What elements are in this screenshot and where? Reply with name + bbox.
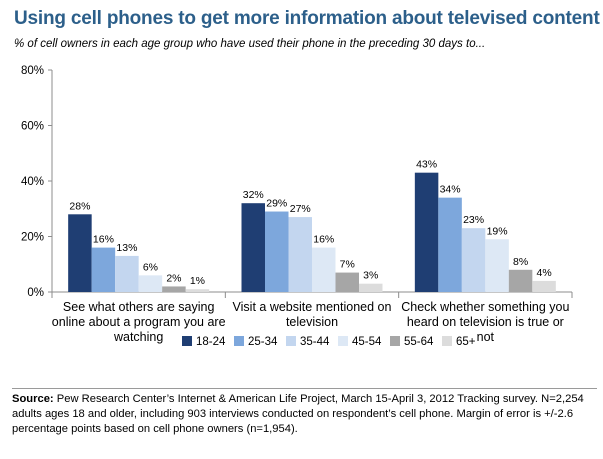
bar-35-44 <box>461 228 486 292</box>
bar-data-label: 32% <box>243 189 264 201</box>
bar-18-24 <box>414 172 439 292</box>
bar-data-label: 2% <box>166 272 181 284</box>
bar-data-label: 29% <box>266 198 287 210</box>
bar-data-label: 3% <box>363 270 378 282</box>
x-category-label: heard on television is true or <box>407 315 564 329</box>
bar-18-24 <box>241 203 265 292</box>
bar-65+ <box>185 289 210 292</box>
bar-25-34 <box>91 247 116 292</box>
bar-data-label: 7% <box>340 259 355 271</box>
bar-45-54 <box>138 275 163 292</box>
y-tick-label: 0% <box>27 287 44 299</box>
bar-data-label: 27% <box>290 203 311 215</box>
legend-label: 65+ <box>456 336 476 348</box>
legend-swatch-25-34 <box>234 336 244 346</box>
legend-swatch-65+ <box>442 336 452 346</box>
legend-swatch-55-64 <box>390 336 400 346</box>
x-category-label: Visit a website mentioned on <box>233 300 392 314</box>
bar-35-44 <box>115 255 139 292</box>
x-category-label: See what others are saying <box>63 300 215 314</box>
bar-data-label: 34% <box>440 184 461 196</box>
legend-label: 45-54 <box>352 336 382 348</box>
chart-subtitle: % of cell owners in each age group who h… <box>14 38 486 50</box>
y-tick-label: 40% <box>21 176 44 188</box>
bar-data-label: 43% <box>416 159 437 171</box>
bar-25-34 <box>265 211 289 292</box>
bar-data-label: 16% <box>313 234 334 246</box>
bar-data-label: 1% <box>190 275 205 287</box>
source-label: Source: <box>12 393 54 405</box>
x-category-label: online about a program you are <box>52 315 226 329</box>
y-tick-label: 80% <box>21 65 44 77</box>
bar-data-label: 13% <box>116 242 137 254</box>
bar-55-64 <box>508 269 533 292</box>
legend-swatch-45-54 <box>338 336 348 346</box>
legend-label: 55-64 <box>404 336 434 348</box>
bar-18-24 <box>68 214 92 292</box>
bar-data-label: 4% <box>536 267 551 279</box>
bar-chart: 0%20%40%60%80%28%16%13%6%2% 1%See what ot… <box>21 65 573 348</box>
bar-65+ <box>359 283 383 292</box>
bar-data-label: 16% <box>93 234 114 246</box>
bar-25-34 <box>438 197 462 292</box>
legend-swatch-35-44 <box>286 336 296 346</box>
y-tick-label: 60% <box>21 121 44 133</box>
legend-label: 25-34 <box>248 336 278 348</box>
bar-55-64 <box>162 286 186 292</box>
bar-data-label: 6% <box>143 261 158 273</box>
y-tick-label: 20% <box>21 232 44 244</box>
legend-label: 35-44 <box>300 336 330 348</box>
bar-45-54 <box>312 247 336 292</box>
x-category-label: watching <box>113 330 163 344</box>
chart-title: Using cell phones to get more informatio… <box>14 8 600 29</box>
bar-35-44 <box>288 217 312 292</box>
bar-45-54 <box>485 239 509 292</box>
bar-data-label: 8% <box>513 256 528 268</box>
legend-label: 18-24 <box>196 336 226 348</box>
x-category-label: television <box>286 315 338 329</box>
bar-data-label: 19% <box>487 225 508 237</box>
source-note: Source: Pew Research Center’s Internet &… <box>12 388 597 437</box>
bar-data-label: 28% <box>69 200 90 212</box>
bar-data-label: 23% <box>463 214 484 226</box>
x-category-label: Check whether something you <box>401 300 569 314</box>
source-text: Pew Research Center’s Internet & America… <box>12 393 584 435</box>
legend-swatch-18-24 <box>182 336 192 346</box>
bar-65+ <box>532 280 556 292</box>
bar-55-64 <box>335 272 359 292</box>
x-category-label: not <box>477 330 495 344</box>
